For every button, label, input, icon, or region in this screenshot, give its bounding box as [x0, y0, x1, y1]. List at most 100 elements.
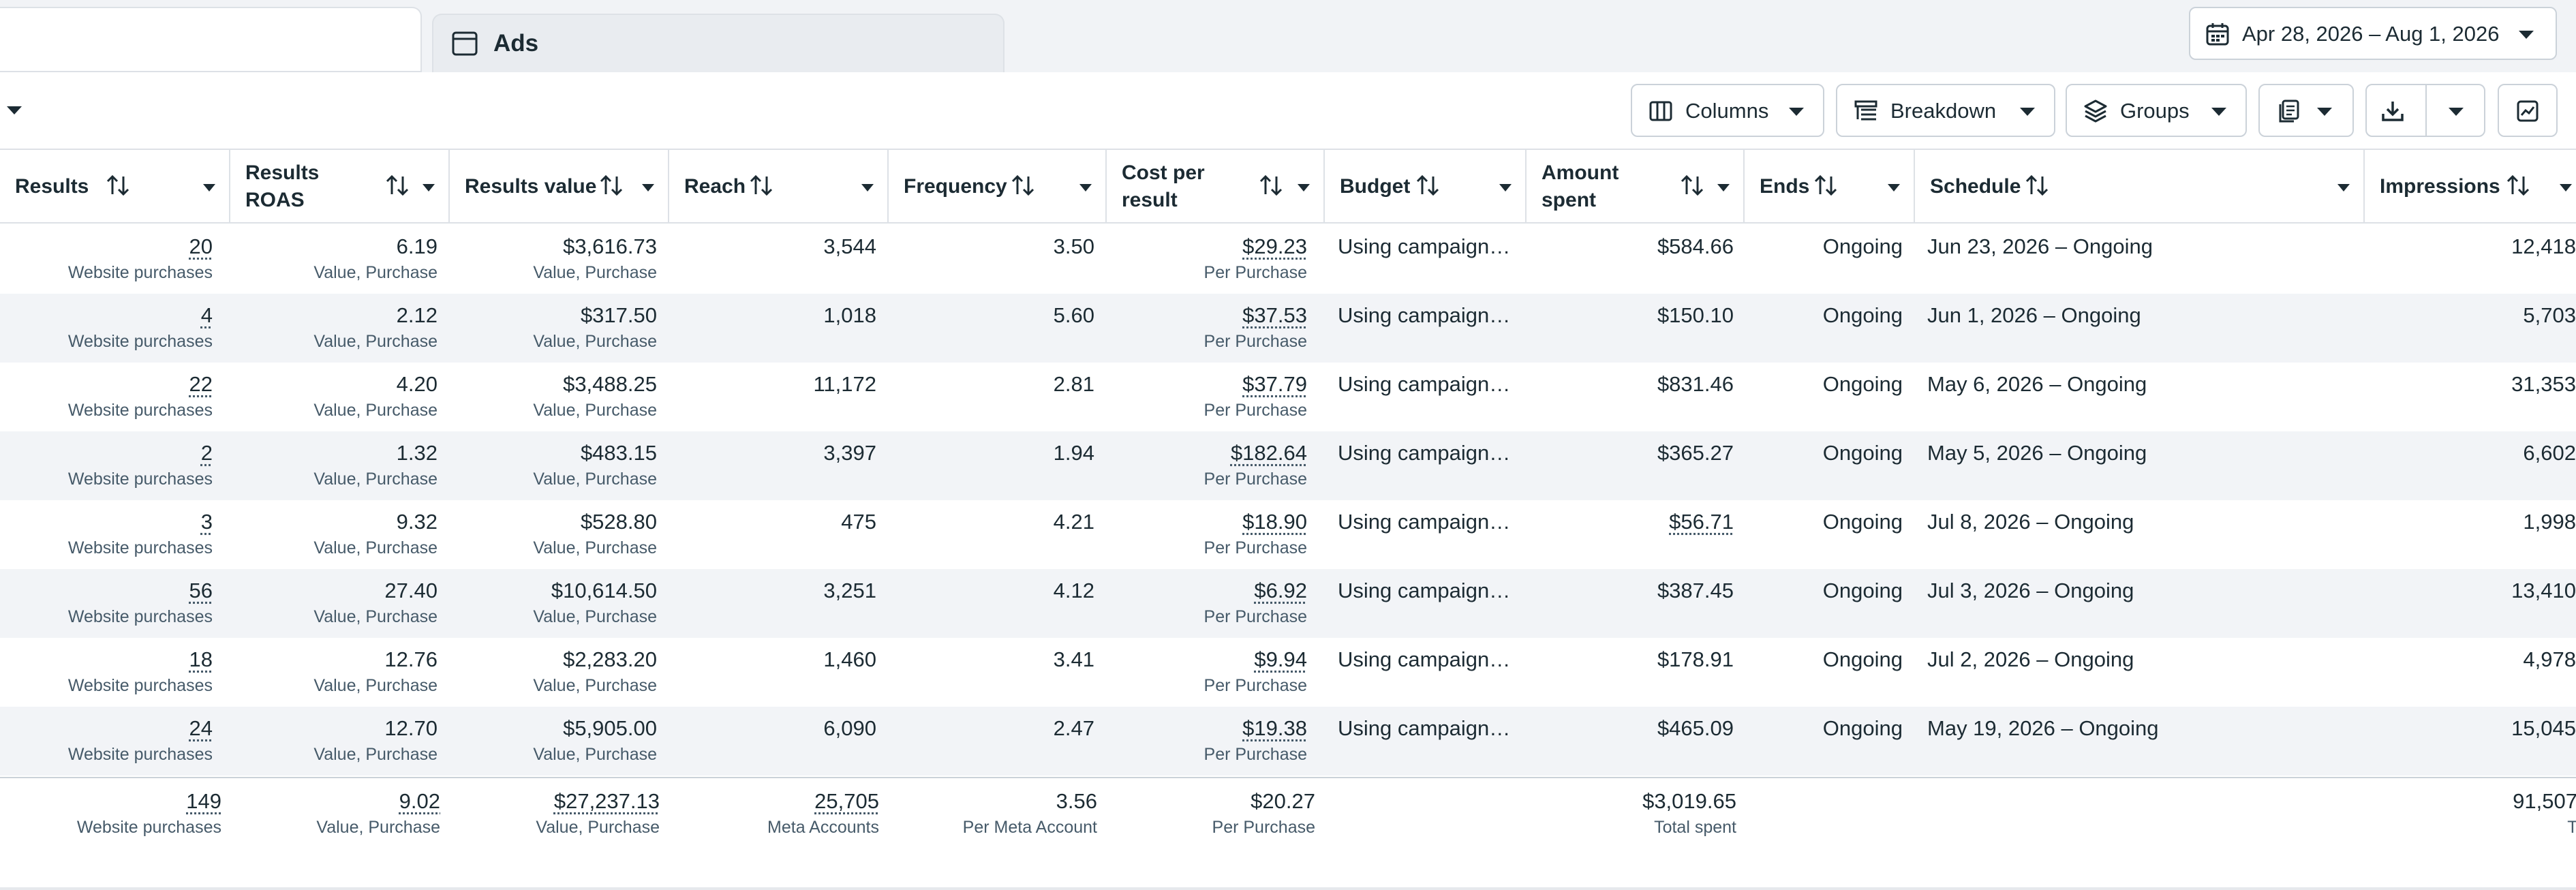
cell-frequency: 3.41 [1053, 647, 1094, 671]
cell-budget[interactable]: Using campaign… [1338, 716, 1511, 740]
cell-cost-per-result[interactable]: $19.38 [1242, 716, 1307, 740]
chevron-down-icon[interactable] [1717, 184, 1730, 191]
reports-button[interactable] [2258, 84, 2354, 137]
cell-results[interactable]: 3 [200, 510, 213, 534]
export-button[interactable] [2365, 84, 2485, 137]
cell-frequency: 4.21 [1053, 510, 1094, 534]
chevron-down-icon[interactable] [861, 184, 874, 191]
total-impressions: 91,507 [2513, 789, 2576, 813]
total-results[interactable]: 149 [186, 789, 221, 813]
column-header-results-roas[interactable]: Results ROAS [230, 150, 450, 224]
cell-budget[interactable]: Using campaign… [1338, 372, 1511, 396]
cell-cost-per-result[interactable]: $9.94 [1254, 647, 1307, 671]
column-header-label: spent [1542, 189, 1597, 211]
cell-budget[interactable]: Using campaign… [1338, 441, 1511, 465]
table-row[interactable]: 56 Website purchases 27.40 Value, Purchase $… [0, 569, 2576, 638]
cell-results-roas: 2.12 [396, 303, 438, 327]
cell-amount-spent: $465.09 [1657, 716, 1734, 740]
table-row[interactable]: 22 Website purchases 4.20 Value, Purchase $3… [0, 363, 2576, 431]
total-roas[interactable]: 9.02 [399, 789, 440, 813]
breakdown-button[interactable]: Breakdown [1836, 84, 2055, 137]
cell-results-value-sub: Value, Purchase [533, 470, 657, 489]
total-value-sub: Value, Purchase [536, 818, 660, 837]
cell-cost-per-result[interactable]: $29.23 [1242, 234, 1307, 258]
chevron-down-icon[interactable] [2337, 184, 2350, 191]
cell-results[interactable]: 22 [189, 372, 213, 396]
columns-button[interactable]: Columns [1631, 84, 1824, 137]
table-row[interactable]: 4 Website purchases 2.12 Value, Purchase $31… [0, 294, 2576, 363]
column-header-amount-spent[interactable]: Amount spent [1527, 150, 1745, 224]
column-header-ends[interactable]: Ends [1745, 150, 1915, 224]
cell-cost-per-result[interactable]: $182.64 [1230, 441, 1307, 465]
sort-icon[interactable] [748, 172, 774, 198]
column-header-results-value[interactable]: Results value [450, 150, 669, 224]
table-row[interactable]: 24 Website purchases 12.70 Value, Purchase $… [0, 707, 2576, 776]
chevron-down-icon[interactable] [1298, 184, 1310, 191]
window-icon [452, 31, 478, 56]
sort-icon[interactable] [1415, 172, 1441, 198]
cell-results[interactable]: 20 [189, 234, 213, 258]
chevron-down-icon[interactable] [1499, 184, 1512, 191]
column-header-schedule[interactable]: Schedule [1915, 150, 2365, 224]
column-header-label: Results [15, 175, 89, 198]
column-header-results[interactable]: Results [0, 150, 230, 224]
sort-icon[interactable] [384, 172, 410, 198]
tab-ads[interactable]: Ads [432, 14, 1005, 72]
date-range-label: Apr 28, 2026 – Aug 1, 2026 [2242, 22, 2500, 46]
column-header-frequency[interactable]: Frequency [889, 150, 1107, 224]
cell-results[interactable]: 18 [189, 647, 213, 671]
tab-campaigns[interactable] [0, 7, 422, 72]
cell-results[interactable]: 24 [189, 716, 213, 740]
cell-results[interactable]: 4 [200, 303, 213, 327]
sort-icon[interactable] [598, 172, 624, 198]
sort-icon[interactable] [2024, 172, 2050, 198]
cell-budget[interactable]: Using campaign… [1338, 510, 1511, 534]
sort-icon[interactable] [105, 172, 131, 198]
table-header: Results Results ROAS Results value Reach… [0, 150, 2576, 224]
date-range-picker[interactable]: Apr 28, 2026 – Aug 1, 2026 [2189, 7, 2557, 60]
cell-cost-per-result-sub: Per Purchase [1203, 607, 1307, 626]
column-header-cost-per-result[interactable]: Cost per result [1107, 150, 1325, 224]
cell-cost-per-result-sub: Per Purchase [1203, 401, 1307, 420]
chevron-down-icon[interactable] [7, 106, 22, 114]
cell-budget[interactable]: Using campaign… [1338, 234, 1511, 258]
cell-cost-per-result[interactable]: $37.79 [1242, 372, 1307, 396]
view-charts-button[interactable] [2498, 84, 2558, 137]
chevron-down-icon[interactable] [1079, 184, 1092, 191]
cell-cost-per-result[interactable]: $37.53 [1242, 303, 1307, 327]
column-header-reach[interactable]: Reach [669, 150, 889, 224]
cell-budget[interactable]: Using campaign… [1338, 303, 1511, 327]
sort-icon[interactable] [1813, 172, 1839, 198]
cell-schedule: May 6, 2026 – Ongoing [1927, 372, 2147, 396]
column-header-impressions[interactable]: Impressions [2365, 150, 2576, 224]
cell-budget[interactable]: Using campaign… [1338, 579, 1511, 602]
table-row[interactable]: 3 Website purchases 9.32 Value, Purchase $52… [0, 500, 2576, 569]
table-row[interactable]: 18 Website purchases 12.76 Value, Purchase $… [0, 638, 2576, 707]
total-cost-per-result-sub: Per Purchase [1212, 818, 1315, 837]
cell-results[interactable]: 56 [189, 579, 213, 602]
chevron-down-icon[interactable] [642, 184, 654, 191]
sort-icon[interactable] [1010, 172, 1036, 198]
chevron-down-icon[interactable] [423, 184, 435, 191]
chevron-down-icon[interactable] [2449, 108, 2464, 116]
chevron-down-icon[interactable] [1888, 184, 1900, 191]
sort-icon[interactable] [1679, 172, 1705, 198]
cell-schedule: May 5, 2026 – Ongoing [1927, 441, 2147, 465]
groups-button[interactable]: Groups [2066, 84, 2247, 137]
cell-results[interactable]: 2 [200, 441, 213, 465]
total-amount-spent: $3,019.65 [1642, 789, 1736, 813]
cell-budget[interactable]: Using campaign… [1338, 647, 1511, 671]
cell-cost-per-result[interactable]: $18.90 [1242, 510, 1307, 534]
chevron-down-icon[interactable] [2560, 184, 2572, 191]
column-header-budget[interactable]: Budget [1325, 150, 1527, 224]
sort-icon[interactable] [2505, 172, 2531, 198]
cell-cost-per-result[interactable]: $6.92 [1254, 579, 1307, 602]
cell-amount-spent[interactable]: $56.71 [1669, 510, 1734, 534]
chevron-down-icon[interactable] [203, 184, 215, 191]
sort-icon[interactable] [1258, 172, 1284, 198]
cell-results-value-sub: Value, Purchase [533, 745, 657, 764]
total-reach[interactable]: 25,705 [814, 789, 879, 813]
table-row[interactable]: 2 Website purchases 1.32 Value, Purchase $48… [0, 431, 2576, 500]
total-value[interactable]: $27,237.13 [553, 789, 660, 813]
table-row[interactable]: 20 Website purchases 6.19 Value, Purchase $3… [0, 225, 2576, 294]
